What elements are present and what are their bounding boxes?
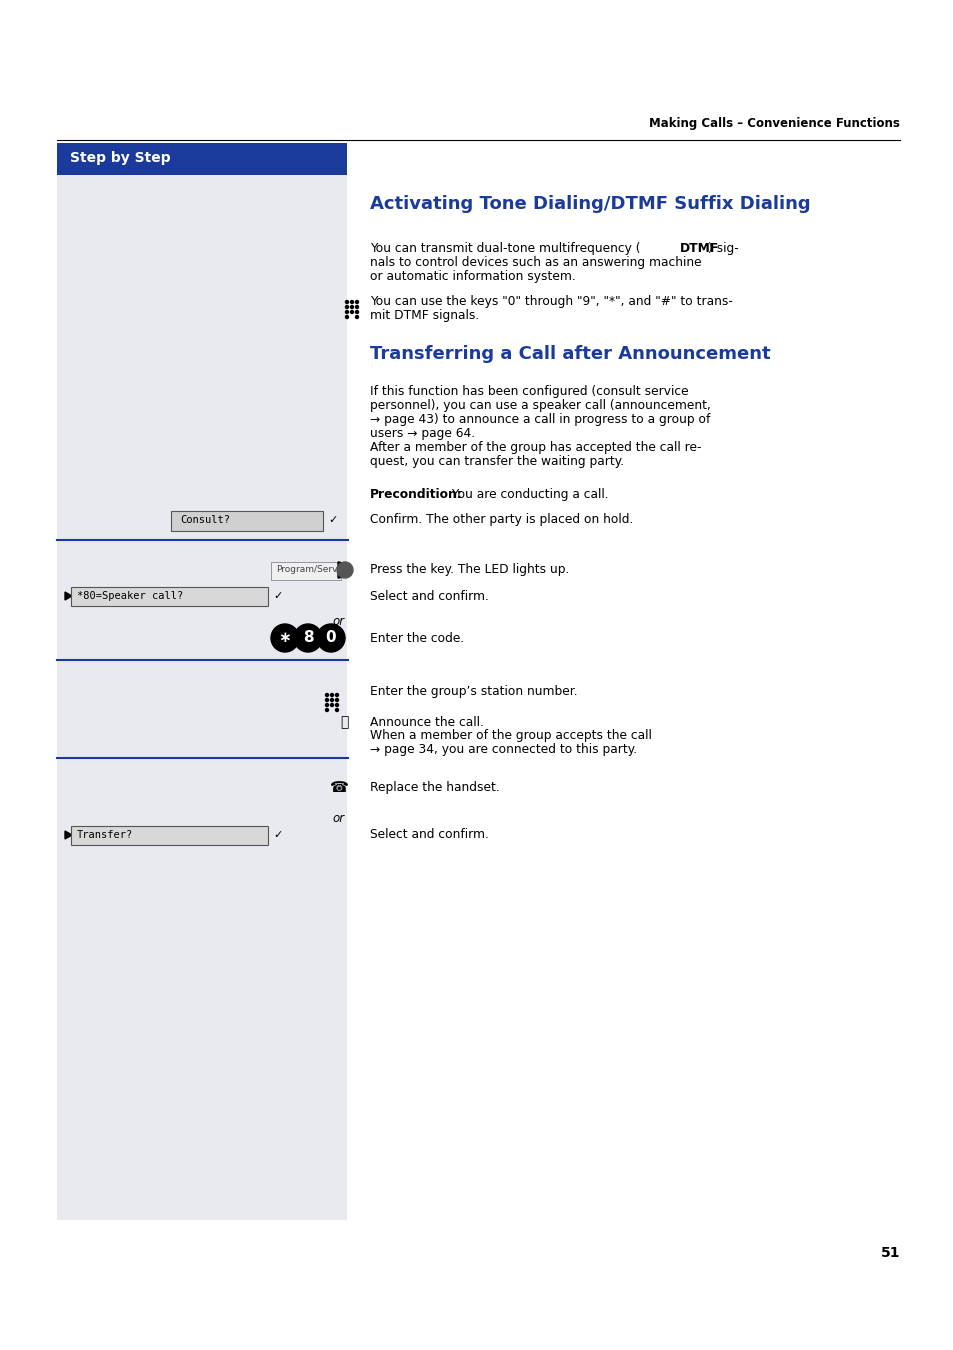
Text: ✓: ✓ bbox=[273, 591, 282, 601]
Text: ) sig-: ) sig- bbox=[707, 242, 738, 255]
Circle shape bbox=[330, 694, 334, 697]
Text: Step by Step: Step by Step bbox=[70, 151, 171, 165]
Text: Confirm. The other party is placed on hold.: Confirm. The other party is placed on ho… bbox=[370, 513, 633, 526]
Text: After a member of the group has accepted the call re-: After a member of the group has accepted… bbox=[370, 441, 700, 454]
Circle shape bbox=[294, 624, 322, 652]
Text: ∗: ∗ bbox=[278, 630, 291, 645]
Text: quest, you can transfer the waiting party.: quest, you can transfer the waiting part… bbox=[370, 455, 623, 468]
Text: ✓: ✓ bbox=[273, 830, 282, 840]
Circle shape bbox=[330, 703, 334, 706]
Text: 51: 51 bbox=[880, 1246, 899, 1260]
Circle shape bbox=[355, 305, 358, 309]
Text: Replace the handset.: Replace the handset. bbox=[370, 780, 499, 794]
Text: DTMF: DTMF bbox=[679, 242, 719, 255]
FancyBboxPatch shape bbox=[71, 826, 268, 845]
Bar bbox=[57, 143, 347, 176]
Text: You can transmit dual-tone multifrequency (: You can transmit dual-tone multifrequenc… bbox=[370, 242, 639, 255]
Text: 0: 0 bbox=[325, 630, 336, 645]
Text: or: or bbox=[333, 811, 345, 825]
Text: mit DTMF signals.: mit DTMF signals. bbox=[370, 309, 478, 323]
Text: Announce the call.: Announce the call. bbox=[370, 716, 483, 729]
Circle shape bbox=[345, 301, 348, 304]
Text: You are conducting a call.: You are conducting a call. bbox=[448, 487, 608, 501]
Circle shape bbox=[325, 698, 328, 702]
Circle shape bbox=[350, 301, 354, 304]
Text: ✓: ✓ bbox=[328, 514, 337, 525]
Circle shape bbox=[335, 709, 338, 711]
Circle shape bbox=[355, 310, 358, 313]
Text: Enter the group’s station number.: Enter the group’s station number. bbox=[370, 686, 577, 698]
Circle shape bbox=[350, 310, 354, 313]
Text: → page 43) to announce a call in progress to a group of: → page 43) to announce a call in progres… bbox=[370, 413, 710, 427]
Text: Select and confirm.: Select and confirm. bbox=[370, 590, 488, 602]
Text: Consult?: Consult? bbox=[180, 514, 230, 525]
Circle shape bbox=[325, 694, 328, 697]
Text: If this function has been configured (consult service: If this function has been configured (co… bbox=[370, 385, 688, 398]
Text: Transferring a Call after Announcement: Transferring a Call after Announcement bbox=[370, 346, 770, 363]
Text: or automatic information system.: or automatic information system. bbox=[370, 270, 576, 284]
Text: *80=Speaker call?: *80=Speaker call? bbox=[77, 591, 183, 601]
FancyBboxPatch shape bbox=[71, 587, 268, 606]
Circle shape bbox=[325, 709, 328, 711]
Circle shape bbox=[350, 305, 354, 309]
Circle shape bbox=[325, 703, 328, 706]
Text: ☎: ☎ bbox=[330, 779, 349, 795]
Text: 📞: 📞 bbox=[340, 716, 349, 729]
Text: 8: 8 bbox=[302, 630, 313, 645]
Text: Activating Tone Dialing/DTMF Suffix Dialing: Activating Tone Dialing/DTMF Suffix Dial… bbox=[370, 194, 810, 213]
Circle shape bbox=[345, 316, 348, 319]
Text: When a member of the group accepts the call: When a member of the group accepts the c… bbox=[370, 729, 651, 742]
Text: Making Calls – Convenience Functions: Making Calls – Convenience Functions bbox=[648, 117, 899, 130]
Text: Select and confirm.: Select and confirm. bbox=[370, 829, 488, 841]
Circle shape bbox=[335, 694, 338, 697]
Circle shape bbox=[330, 698, 334, 702]
Bar bbox=[57, 155, 347, 1220]
Circle shape bbox=[355, 301, 358, 304]
Text: or: or bbox=[333, 616, 345, 628]
Circle shape bbox=[355, 316, 358, 319]
Text: You can use the keys "0" through "9", "*", and "#" to trans-: You can use the keys "0" through "9", "*… bbox=[370, 296, 732, 308]
Text: Press the key. The LED lights up.: Press the key. The LED lights up. bbox=[370, 563, 569, 576]
Text: Precondition:: Precondition: bbox=[370, 487, 462, 501]
Wedge shape bbox=[337, 562, 346, 578]
Circle shape bbox=[345, 305, 348, 309]
Circle shape bbox=[271, 624, 298, 652]
Circle shape bbox=[316, 624, 345, 652]
Text: Program/Service: Program/Service bbox=[275, 566, 351, 575]
Text: users → page 64.: users → page 64. bbox=[370, 427, 475, 440]
Polygon shape bbox=[65, 593, 71, 599]
FancyBboxPatch shape bbox=[271, 562, 340, 580]
FancyBboxPatch shape bbox=[171, 512, 323, 531]
Circle shape bbox=[335, 698, 338, 702]
Text: Transfer?: Transfer? bbox=[77, 830, 133, 840]
Polygon shape bbox=[65, 832, 71, 838]
Text: → page 34, you are connected to this party.: → page 34, you are connected to this par… bbox=[370, 744, 637, 756]
Text: Enter the code.: Enter the code. bbox=[370, 632, 464, 644]
Circle shape bbox=[336, 562, 353, 578]
Text: personnel), you can use a speaker call (announcement,: personnel), you can use a speaker call (… bbox=[370, 400, 710, 412]
Circle shape bbox=[335, 703, 338, 706]
Text: nals to control devices such as an answering machine: nals to control devices such as an answe… bbox=[370, 256, 700, 269]
Circle shape bbox=[345, 310, 348, 313]
